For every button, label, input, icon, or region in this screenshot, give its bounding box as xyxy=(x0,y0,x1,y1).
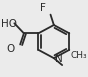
Text: HO: HO xyxy=(1,19,18,29)
Text: CH₃: CH₃ xyxy=(70,51,87,60)
Text: F: F xyxy=(40,3,46,13)
Text: N: N xyxy=(55,54,63,64)
Text: O: O xyxy=(7,44,15,54)
